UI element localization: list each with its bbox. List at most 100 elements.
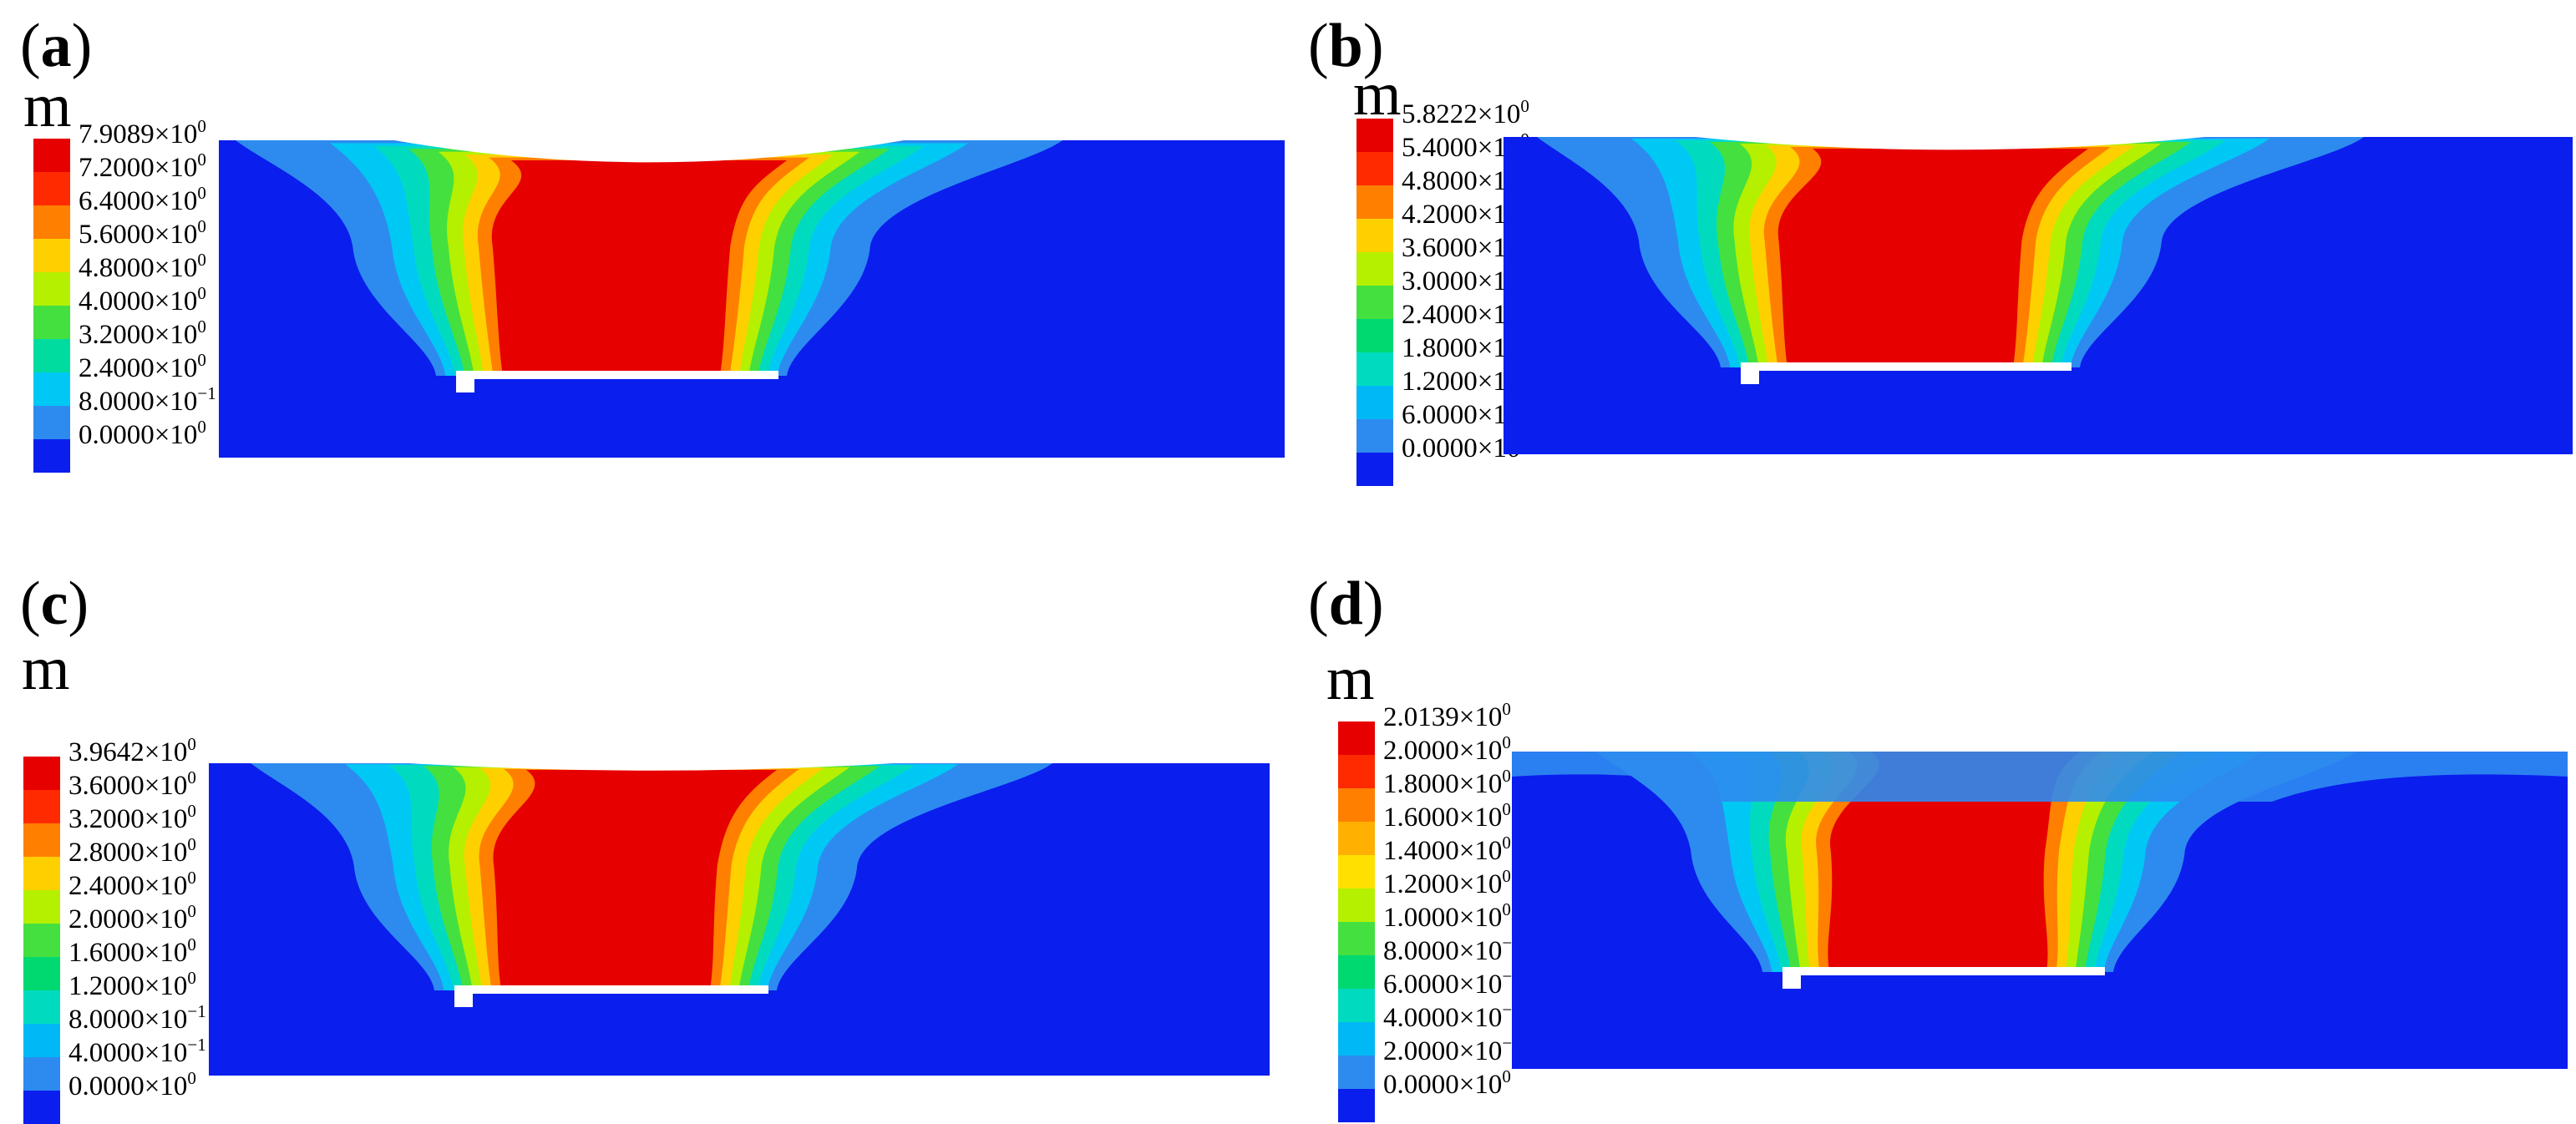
legend-label: 2.0000×100 [1383,734,1511,765]
legend-label: 2.0000×100 [68,903,196,934]
legend-swatch [1356,419,1393,453]
band-red [493,770,777,990]
legend-mantissa: 3.9642×10 [68,737,188,767]
excavation-base [1746,362,2071,371]
legend-mantissa: 4.2000×10 [1402,200,1521,230]
panel-d: (d) m 2.0139×100 2.0000×100 1.8000×100 1.60… [1288,558,2576,1122]
legend-exponent: 0 [1502,899,1511,919]
legend-entry: 2.0000×100 [1338,734,1706,788]
legend-entry: 2.4000×100 [1356,298,1724,352]
legend-mantissa: 4.0000×10 [68,1038,188,1068]
support-anchor [454,985,473,1007]
legend-swatch [33,439,70,473]
legend-swatch [1356,152,1393,185]
legend-mantissa: 5.8222×10 [1402,99,1521,129]
legend-label: 5.6000×100 [79,218,206,249]
legend-entry: 3.9642×100 [23,736,391,790]
legend-entry: 0.0000×100 [1338,1068,1706,1122]
legend-unit: m [1353,60,1402,129]
legend-label: 8.0000×10−1 [1383,934,1521,966]
legend-swatch [1338,822,1375,855]
legend-entry: 5.8222×100 [1356,98,1724,152]
legend-label: 7.9089×100 [79,118,206,149]
legend-entry: 7.2000×100 [33,151,401,205]
legend-entry: 8.0000×10−1 [1338,934,1706,989]
excavation-base [461,371,778,379]
legend-label: 5.8222×100 [1402,98,1529,129]
legend-entry: 1.0000×100 [1338,901,1706,955]
legend-swatch [1338,989,1375,1022]
legend-swatch [33,306,70,339]
legend-entry: 3.2000×100 [23,802,391,857]
legend-mantissa: 3.0000×10 [1402,266,1521,296]
legend-exponent: 0 [187,868,196,888]
legend-label: 4.8000×100 [79,251,206,282]
legend-mantissa: 6.4000×10 [79,186,198,216]
legend-swatch [33,172,70,205]
legend-mantissa: 3.6000×10 [1402,233,1521,263]
legend-swatch [1356,386,1393,419]
legend-exponent: 0 [197,149,206,170]
legend-swatch [23,1024,60,1057]
legend-exponent: 0 [1502,799,1511,819]
legend-mantissa: 2.4000×10 [68,871,188,901]
legend-mantissa: 8.0000×10 [1383,936,1503,966]
panel-label: (a) [20,12,93,80]
legend-entry: 1.2000×100 [23,970,391,1024]
legend-swatch [23,790,60,823]
legend-label: 1.8000×100 [1383,767,1511,799]
legend-mantissa: 6.0000×10 [1383,970,1503,1000]
legend-swatch [1338,721,1375,755]
legend-swatch [1338,1022,1375,1056]
legend-mantissa: 0.0000×10 [68,1071,188,1101]
legend-mantissa: 6.0000×10 [1402,400,1521,430]
legend-exponent: 0 [1502,833,1511,853]
legend-swatch [33,272,70,306]
legend-exponent: 0 [187,801,196,821]
color-legend: 3.9642×100 3.6000×100 3.2000×100 2.8000×100… [23,736,391,1124]
legend-swatch [1356,219,1393,252]
legend-mantissa: 1.8000×10 [1383,769,1503,799]
legend-label: 1.8000×100 [1402,332,1529,362]
panel-label: (b) [1308,12,1384,80]
legend-entry: 8.0000×10−1 [33,385,401,439]
legend-mantissa: 2.8000×10 [68,838,188,868]
legend-mantissa: 1.6000×10 [68,938,188,968]
legend-entry: 3.6000×100 [23,769,391,823]
legend-entry: 8.0000×10−1 [23,1003,391,1057]
legend-entry: 1.6000×100 [23,936,391,990]
legend-swatch [1356,319,1393,352]
legend-mantissa: 4.8000×10 [1402,166,1521,196]
legend-mantissa: 0.0000×10 [1383,1070,1503,1100]
contour-plot [1504,137,2573,454]
legend-swatch [23,757,60,790]
legend-swatch [23,990,60,1024]
legend-swatch [1338,889,1375,922]
legend-label: 0.0000×100 [1383,1068,1511,1100]
legend-label: 2.0139×100 [1383,701,1511,732]
surface-band [1512,752,2568,802]
legend-mantissa: 1.0000×10 [1383,903,1503,933]
legend-entry: 4.2000×100 [1356,198,1724,252]
legend-swatch [33,139,70,172]
legend-label: 3.9642×100 [68,736,196,767]
legend-unit: m [1326,645,1375,713]
legend-swatch [1338,955,1375,989]
legend-entry: 2.8000×100 [23,836,391,890]
legend-entry: 0.0000×100 [33,418,401,473]
contour-plot [1512,752,2568,1069]
legend-label: 7.2000×100 [79,151,206,182]
legend-label: 8.0000×10−1 [68,1003,206,1034]
legend-label: 6.0000×10−1 [1383,968,1521,1000]
legend-mantissa: 2.0000×10 [1383,1036,1503,1066]
legend-entry: 7.9089×100 [33,118,401,172]
legend-exponent: 0 [1502,766,1511,786]
legend-mantissa: 1.2000×10 [68,971,188,1001]
legend-swatch [1356,286,1393,319]
legend-label: 0.0000×100 [79,418,206,449]
legend-entry: 2.0000×100 [23,903,391,957]
legend-entry: 2.0000×10−1 [1338,1035,1706,1089]
band-red [1828,752,2080,972]
legend-entry: 3.2000×100 [33,318,401,372]
support-anchor [1782,967,1801,989]
